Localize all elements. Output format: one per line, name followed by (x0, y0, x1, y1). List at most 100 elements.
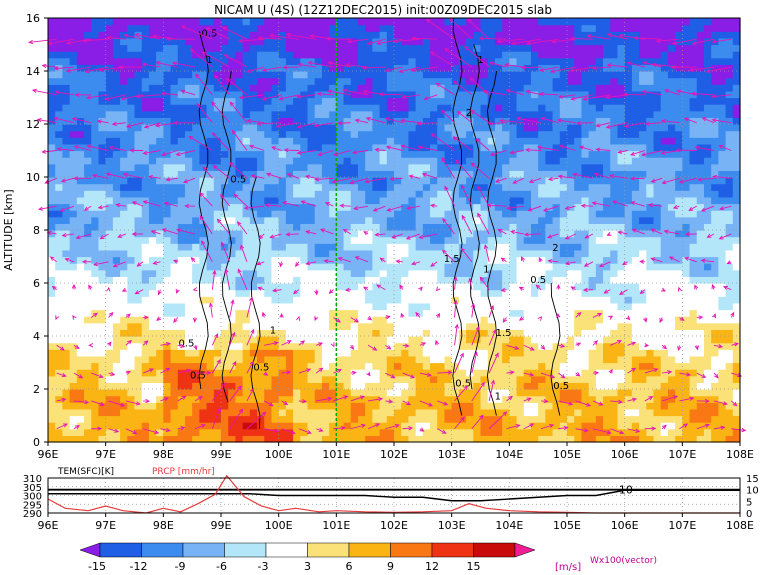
shading-cell (120, 369, 128, 377)
shading-cell (257, 349, 265, 357)
shading-cell (401, 389, 410, 397)
shading-cell (48, 150, 56, 158)
shading-cell (603, 309, 611, 317)
shading-cell (631, 408, 640, 417)
shading-cell (444, 263, 453, 271)
shading-cell (300, 97, 309, 105)
shading-cell (653, 316, 662, 324)
shading-cell (228, 236, 237, 244)
shading-cell (567, 329, 575, 337)
shading-cell (732, 302, 741, 311)
shading-cell (422, 342, 431, 350)
shading-cell (567, 249, 575, 258)
shading-cell (552, 210, 561, 218)
shading-cell (379, 124, 388, 132)
shading-cell (62, 329, 71, 337)
shading-cell (473, 104, 482, 112)
shading-cell (703, 389, 712, 397)
shading-cell (379, 216, 388, 224)
shading-cell (271, 243, 280, 251)
shading-cell (473, 329, 482, 337)
shading-cell (667, 157, 676, 165)
shading-cell (430, 243, 438, 251)
shading-cell (177, 243, 186, 251)
shading-cell (545, 402, 554, 410)
shading-cell (509, 130, 518, 138)
shading-cell (184, 223, 193, 231)
shading-cell (502, 203, 510, 211)
shading-cell (660, 316, 669, 324)
shading-cell (62, 375, 71, 383)
shading-cell (458, 190, 467, 198)
shading-cell (581, 289, 590, 297)
shading-cell (184, 243, 193, 251)
shading-cell (401, 249, 410, 258)
shading-cell (516, 408, 525, 417)
shading-cell (480, 183, 489, 191)
shading-cell (386, 402, 395, 410)
shading-cell (170, 183, 179, 191)
shading-cell (293, 309, 301, 317)
shading-cell (588, 316, 597, 324)
shading-cell (206, 230, 215, 238)
shading-cell (141, 163, 150, 171)
shading-cell (545, 435, 554, 443)
shading-cell (466, 210, 474, 218)
shading-cell (538, 422, 546, 430)
shading-cell (646, 157, 655, 165)
shading-cell (379, 196, 388, 205)
shading-cell (134, 402, 143, 410)
shading-cell (588, 157, 597, 165)
shading-cell (321, 336, 330, 344)
shading-cell (394, 130, 402, 138)
shading-cell (91, 402, 100, 410)
shading-cell (365, 210, 373, 218)
shading-cell (192, 395, 200, 403)
shading-cell (386, 289, 395, 297)
shading-cell (350, 435, 359, 443)
shading-cell (372, 104, 381, 112)
shading-cell (278, 190, 287, 198)
shading-cell (538, 329, 546, 337)
shading-cell (386, 137, 395, 145)
shading-cell (394, 415, 402, 423)
shading-cell (170, 190, 179, 198)
shading-cell (184, 415, 193, 423)
shading-cell (307, 130, 316, 138)
shading-cell (228, 349, 237, 357)
shading-cell (321, 223, 330, 231)
shading-cell (365, 329, 373, 337)
shading-cell (163, 316, 172, 324)
shading-cell (84, 362, 92, 370)
shading-cell (379, 177, 388, 185)
shading-cell (732, 289, 741, 297)
shading-cell (451, 249, 460, 258)
shading-cell (610, 170, 619, 178)
shading-cell (98, 110, 107, 118)
shading-cell (437, 362, 446, 370)
shading-cell (509, 104, 518, 112)
shading-cell (408, 249, 417, 258)
shading-cell (437, 283, 446, 291)
shading-cell (430, 408, 438, 417)
shading-cell (62, 289, 71, 297)
shading-cell (76, 389, 85, 397)
shading-cell (148, 349, 157, 357)
shading-cell (228, 216, 237, 224)
shading-cell (703, 302, 712, 311)
shading-cell (408, 143, 417, 152)
shading-cell (466, 130, 474, 138)
shading-cell (141, 302, 150, 311)
shading-cell (249, 362, 258, 370)
shading-cell (480, 362, 489, 370)
shading-cell (711, 124, 719, 132)
shading-cell (386, 110, 395, 118)
shading-cell (494, 309, 503, 317)
shading-cell (249, 210, 258, 218)
shading-cell (163, 342, 172, 350)
shading-cell (567, 150, 575, 158)
shading-cell (725, 104, 734, 112)
shading-cell (213, 289, 222, 297)
shading-cell (228, 223, 237, 231)
shading-cell (105, 243, 114, 251)
